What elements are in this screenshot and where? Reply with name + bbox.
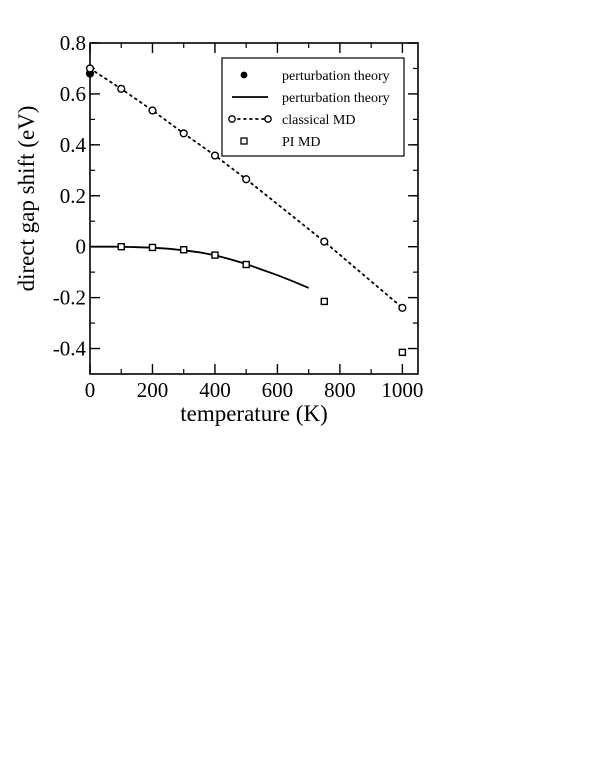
x-tick-label: 1000 xyxy=(381,378,423,402)
legend-marker xyxy=(228,115,236,123)
legend-box xyxy=(221,57,405,157)
y-tick-label: 0.2 xyxy=(60,184,86,208)
y-tick-label: 0.4 xyxy=(60,133,87,157)
x-tick-label: 400 xyxy=(199,378,231,402)
legend-label: perturbation theory xyxy=(282,91,390,106)
data-point xyxy=(242,175,251,184)
x-tick-label: 200 xyxy=(137,378,169,402)
y-tick-label: 0.6 xyxy=(60,82,86,106)
y-tick-label: -0.2 xyxy=(53,286,86,310)
data-point xyxy=(320,297,328,306)
legend-label: PI MD xyxy=(282,135,321,150)
plot-frame xyxy=(89,42,419,375)
y-tick-label: -0.4 xyxy=(53,337,87,361)
data-point xyxy=(179,129,188,138)
data-point xyxy=(180,246,188,254)
plot-border xyxy=(89,42,419,375)
x-tick-label: 0 xyxy=(85,378,96,402)
axis-ticks: 0 200 400 600 800 1000 0.8 0.6 0.4 0.2 0 -0.2 -0.4 xyxy=(53,31,424,402)
data-series xyxy=(85,64,407,357)
series-1 xyxy=(90,245,310,289)
y-axis-label: direct gap shift (eV) xyxy=(14,106,39,292)
legend-entry: PI MD xyxy=(240,135,321,150)
data-point xyxy=(210,151,220,160)
y-tick-label: 0 xyxy=(76,235,87,259)
x-tick-label: 800 xyxy=(324,378,356,402)
data-point xyxy=(242,260,250,269)
data-point xyxy=(148,106,157,115)
legend-marker xyxy=(264,115,272,123)
legend-label: classical MD xyxy=(282,113,355,128)
data-point xyxy=(148,243,157,252)
legend-entry: perturbation theory xyxy=(240,69,390,84)
data-point xyxy=(398,348,407,357)
data-point xyxy=(85,64,95,73)
legend-marker xyxy=(240,137,248,145)
data-point xyxy=(117,242,125,251)
x-axis-label: temperature (K) xyxy=(180,401,328,426)
x-tick-label: 600 xyxy=(262,378,294,402)
series-line xyxy=(90,245,310,289)
legend-entry: classical MD xyxy=(228,113,355,128)
y-tick-label: 0.8 xyxy=(60,31,86,55)
legend-label: perturbation theory xyxy=(282,69,390,84)
legend: perturbation theory perturbation theory cl… xyxy=(221,57,405,157)
data-point xyxy=(117,84,126,93)
data-point xyxy=(398,303,407,312)
series-3 xyxy=(117,242,407,357)
series-2 xyxy=(85,64,407,312)
data-point xyxy=(320,237,329,246)
series-line xyxy=(89,67,404,309)
legend-marker xyxy=(240,71,248,79)
legend-entry: perturbation theory xyxy=(232,91,390,106)
data-point xyxy=(211,251,219,259)
